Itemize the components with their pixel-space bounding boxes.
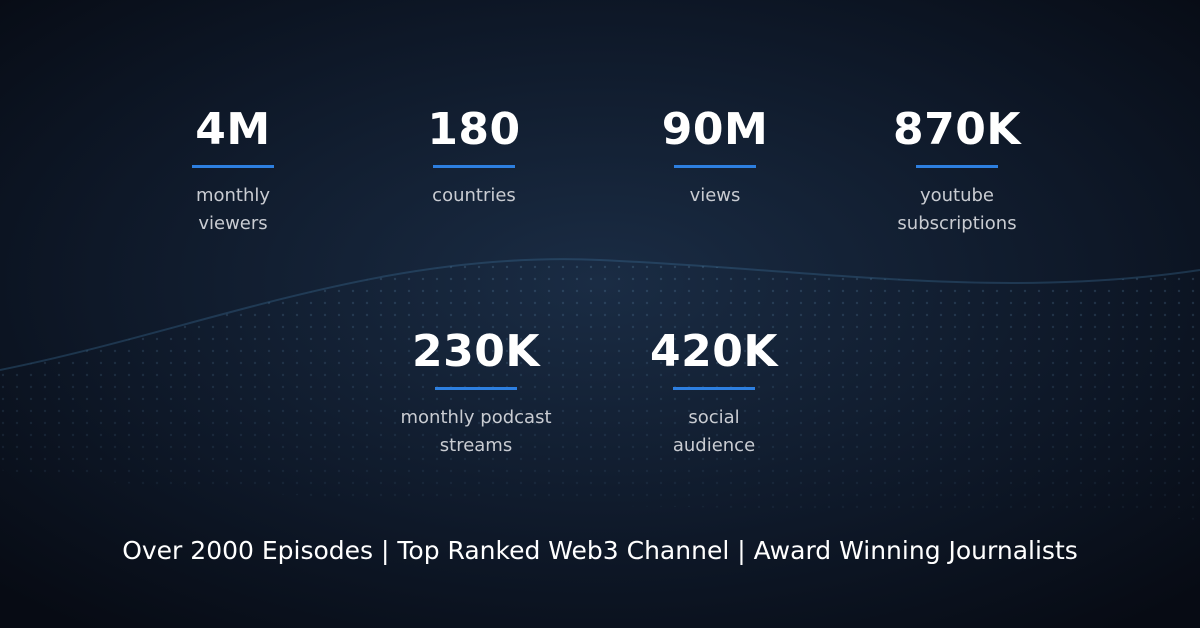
stat: 870K youtube subscriptions — [837, 104, 1077, 238]
stat-underline — [916, 165, 998, 168]
wave-line — [0, 258, 1200, 371]
footer-text: Over 2000 Episodes | Top Ranked Web3 Cha… — [122, 536, 1078, 565]
stat-label: countries — [432, 185, 516, 206]
stat-underline — [435, 387, 517, 390]
stat-value: 90M — [661, 104, 769, 155]
stat-label: monthly podcast — [400, 407, 552, 428]
stat-value: 870K — [893, 104, 1021, 155]
stat-underline — [192, 165, 274, 168]
stat-underline — [674, 165, 756, 168]
stat: 180 countries — [354, 104, 594, 210]
stat-label: social — [688, 407, 740, 428]
stat-label: views — [689, 185, 741, 206]
stat: 90M views — [595, 104, 835, 210]
stat-label: audience — [672, 435, 756, 456]
stat: 230K monthly podcast streams — [356, 326, 596, 460]
stat-label: youtube — [919, 185, 995, 206]
stat: 420K social audience — [594, 326, 834, 460]
stat-label: monthly — [195, 185, 271, 206]
stat-label: streams — [439, 435, 513, 456]
stat: 4M monthly viewers — [113, 104, 353, 238]
dot-wave — [0, 259, 1200, 520]
stat-value: 420K — [650, 326, 778, 377]
stat-value: 230K — [412, 326, 540, 377]
stat-underline — [433, 165, 515, 168]
stat-underline — [673, 387, 755, 390]
stat-value: 4M — [195, 104, 271, 155]
stat-value: 180 — [427, 104, 521, 155]
stat-label: subscriptions — [897, 213, 1017, 234]
stat-label: viewers — [198, 213, 268, 234]
